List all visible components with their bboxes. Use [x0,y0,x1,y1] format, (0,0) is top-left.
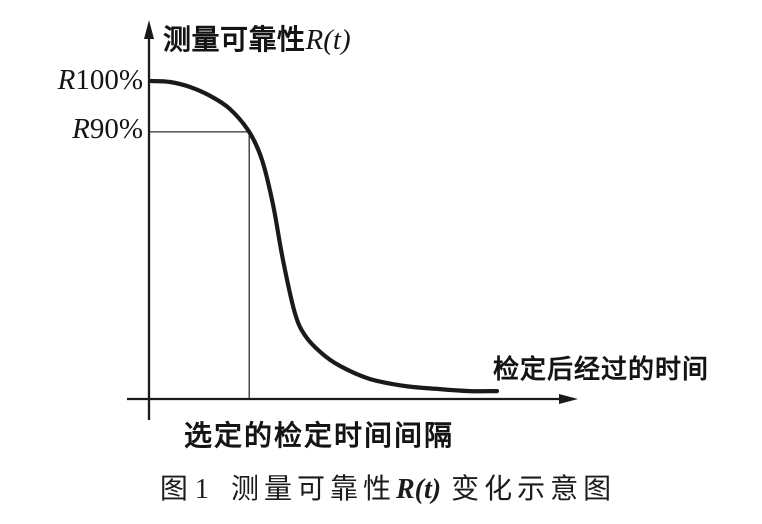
interval-annotation: 选定的检定时间间隔 [184,420,455,451]
r100-mark-label: R100% [38,64,143,97]
caption-title-math: R(t) [395,474,442,505]
r100-prefix: R [57,64,76,96]
figure-caption: 图 1 测量可靠性R(t) 变化示意图 [0,474,762,506]
x-axis-arrowhead-icon [559,394,578,404]
r90-prefix: R [72,113,90,145]
y-axis-title-cjk: 测量可靠性 [163,24,306,55]
y-axis-title: 测量可靠性R(t) [163,24,351,57]
y-axis-title-math: R(t) [305,24,351,56]
x-axis-title: 检定后经过的时间 [493,354,710,384]
caption-number: 图 1 [159,474,209,505]
caption-title-tail: 变化示意图 [451,474,617,505]
r90-value: 90% [89,113,143,145]
r90-mark-label: R90% [38,113,143,146]
y-axis-arrowhead-icon [144,20,154,39]
r100-value: 100% [75,64,143,96]
caption-title-cjk: 测量可靠性 [230,474,396,505]
reliability-curve [149,78,500,394]
